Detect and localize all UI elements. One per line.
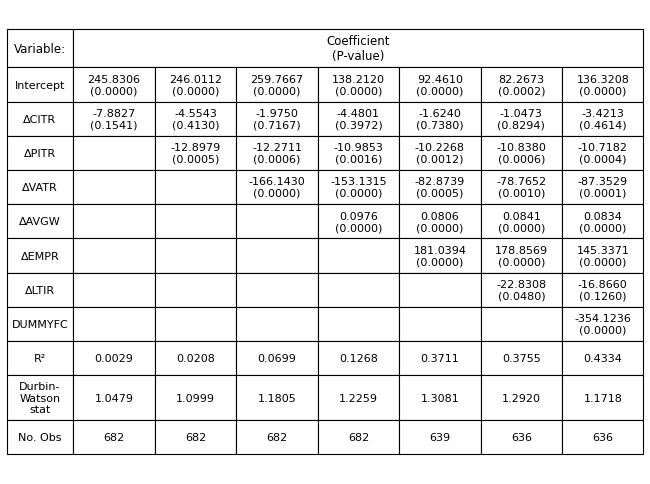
Text: Coefficient
(P-value): Coefficient (P-value): [327, 35, 390, 63]
Text: 0.0806
(0.0000): 0.0806 (0.0000): [416, 211, 463, 233]
Text: 0.4334: 0.4334: [583, 353, 622, 363]
Text: -12.8979
(0.0005): -12.8979 (0.0005): [170, 143, 220, 165]
Text: 0.3711: 0.3711: [421, 353, 460, 363]
Text: 0.0208: 0.0208: [176, 353, 215, 363]
Text: DUMMYFC: DUMMYFC: [12, 319, 68, 329]
Text: 178.8569
(0.0000): 178.8569 (0.0000): [495, 245, 548, 267]
Text: -1.0473
(0.8294): -1.0473 (0.8294): [497, 109, 545, 130]
Text: -10.8380
(0.0006): -10.8380 (0.0006): [497, 143, 546, 165]
Text: 138.2120
(0.0000): 138.2120 (0.0000): [332, 75, 385, 96]
Text: 0.0834
(0.0000): 0.0834 (0.0000): [579, 211, 627, 233]
Text: 1.3081: 1.3081: [421, 393, 460, 403]
Text: -1.9750
(0.7167): -1.9750 (0.7167): [253, 109, 301, 130]
Text: ΔAVGW: ΔAVGW: [19, 217, 61, 227]
Text: 246.0112
(0.0000): 246.0112 (0.0000): [169, 75, 222, 96]
Text: -78.7652
(0.0010): -78.7652 (0.0010): [496, 177, 547, 198]
Text: -153.1315
(0.0000): -153.1315 (0.0000): [330, 177, 387, 198]
Text: ΔEMPR: ΔEMPR: [21, 251, 59, 261]
Text: -87.3529
(0.0001): -87.3529 (0.0001): [578, 177, 628, 198]
Text: 1.2259: 1.2259: [339, 393, 378, 403]
Text: -10.2268
(0.0012): -10.2268 (0.0012): [415, 143, 465, 165]
Text: 92.4610
(0.0000): 92.4610 (0.0000): [416, 75, 463, 96]
Text: 682: 682: [103, 433, 125, 442]
Text: -4.5543
(0.4130): -4.5543 (0.4130): [172, 109, 219, 130]
Text: -82.8739
(0.0005): -82.8739 (0.0005): [415, 177, 465, 198]
Text: 0.1268: 0.1268: [339, 353, 378, 363]
Text: 1.2920: 1.2920: [502, 393, 541, 403]
Text: 639: 639: [429, 433, 450, 442]
Text: No. Obs: No. Obs: [18, 433, 62, 442]
Text: 682: 682: [185, 433, 206, 442]
Text: 636: 636: [592, 433, 613, 442]
Text: 145.3371
(0.0000): 145.3371 (0.0000): [577, 245, 629, 267]
Text: -10.9853
(0.0016): -10.9853 (0.0016): [333, 143, 383, 165]
Text: 682: 682: [266, 433, 287, 442]
Text: -12.2711
(0.0006): -12.2711 (0.0006): [252, 143, 302, 165]
Text: 0.3755: 0.3755: [502, 353, 541, 363]
Text: 1.0999: 1.0999: [176, 393, 215, 403]
Text: 181.0394
(0.0000): 181.0394 (0.0000): [413, 245, 466, 267]
Text: 0.0841
(0.0000): 0.0841 (0.0000): [498, 211, 545, 233]
Text: 682: 682: [348, 433, 369, 442]
Text: -10.7182
(0.0004): -10.7182 (0.0004): [578, 143, 628, 165]
Text: 0.0976
(0.0000): 0.0976 (0.0000): [335, 211, 382, 233]
Text: -22.8308
(0.0480): -22.8308 (0.0480): [496, 279, 547, 301]
Text: -166.1430
(0.0000): -166.1430 (0.0000): [248, 177, 306, 198]
Text: 245.8306
(0.0000): 245.8306 (0.0000): [88, 75, 140, 96]
Text: 136.3208
(0.0000): 136.3208 (0.0000): [577, 75, 629, 96]
Text: 82.2673
(0.0002): 82.2673 (0.0002): [497, 75, 545, 96]
Text: ΔVATR: ΔVATR: [22, 183, 58, 193]
Text: 1.1805: 1.1805: [257, 393, 296, 403]
Text: -16.8660
(0.1260): -16.8660 (0.1260): [578, 279, 628, 301]
Text: 0.0029: 0.0029: [95, 353, 133, 363]
Text: 1.0479: 1.0479: [94, 393, 133, 403]
Text: -3.4213
(0.4614): -3.4213 (0.4614): [579, 109, 627, 130]
Text: -354.1236
(0.0000): -354.1236 (0.0000): [575, 314, 631, 335]
Text: -7.8827
(0.1541): -7.8827 (0.1541): [90, 109, 138, 130]
Text: Durbin-
Watson
stat: Durbin- Watson stat: [19, 381, 60, 414]
Text: 259.7667
(0.0000): 259.7667 (0.0000): [250, 75, 304, 96]
Text: R²: R²: [34, 353, 46, 363]
Text: ΔPITR: ΔPITR: [24, 149, 56, 159]
Text: -4.4801
(0.3972): -4.4801 (0.3972): [335, 109, 382, 130]
Text: -1.6240
(0.7380): -1.6240 (0.7380): [416, 109, 463, 130]
Text: 1.1718: 1.1718: [583, 393, 622, 403]
Text: 0.0699: 0.0699: [257, 353, 296, 363]
Text: Intercept: Intercept: [15, 80, 65, 91]
Text: ΔCITR: ΔCITR: [23, 115, 57, 124]
Text: ΔLTIR: ΔLTIR: [25, 285, 55, 295]
Text: 636: 636: [511, 433, 532, 442]
Text: Variable:: Variable:: [14, 43, 66, 55]
